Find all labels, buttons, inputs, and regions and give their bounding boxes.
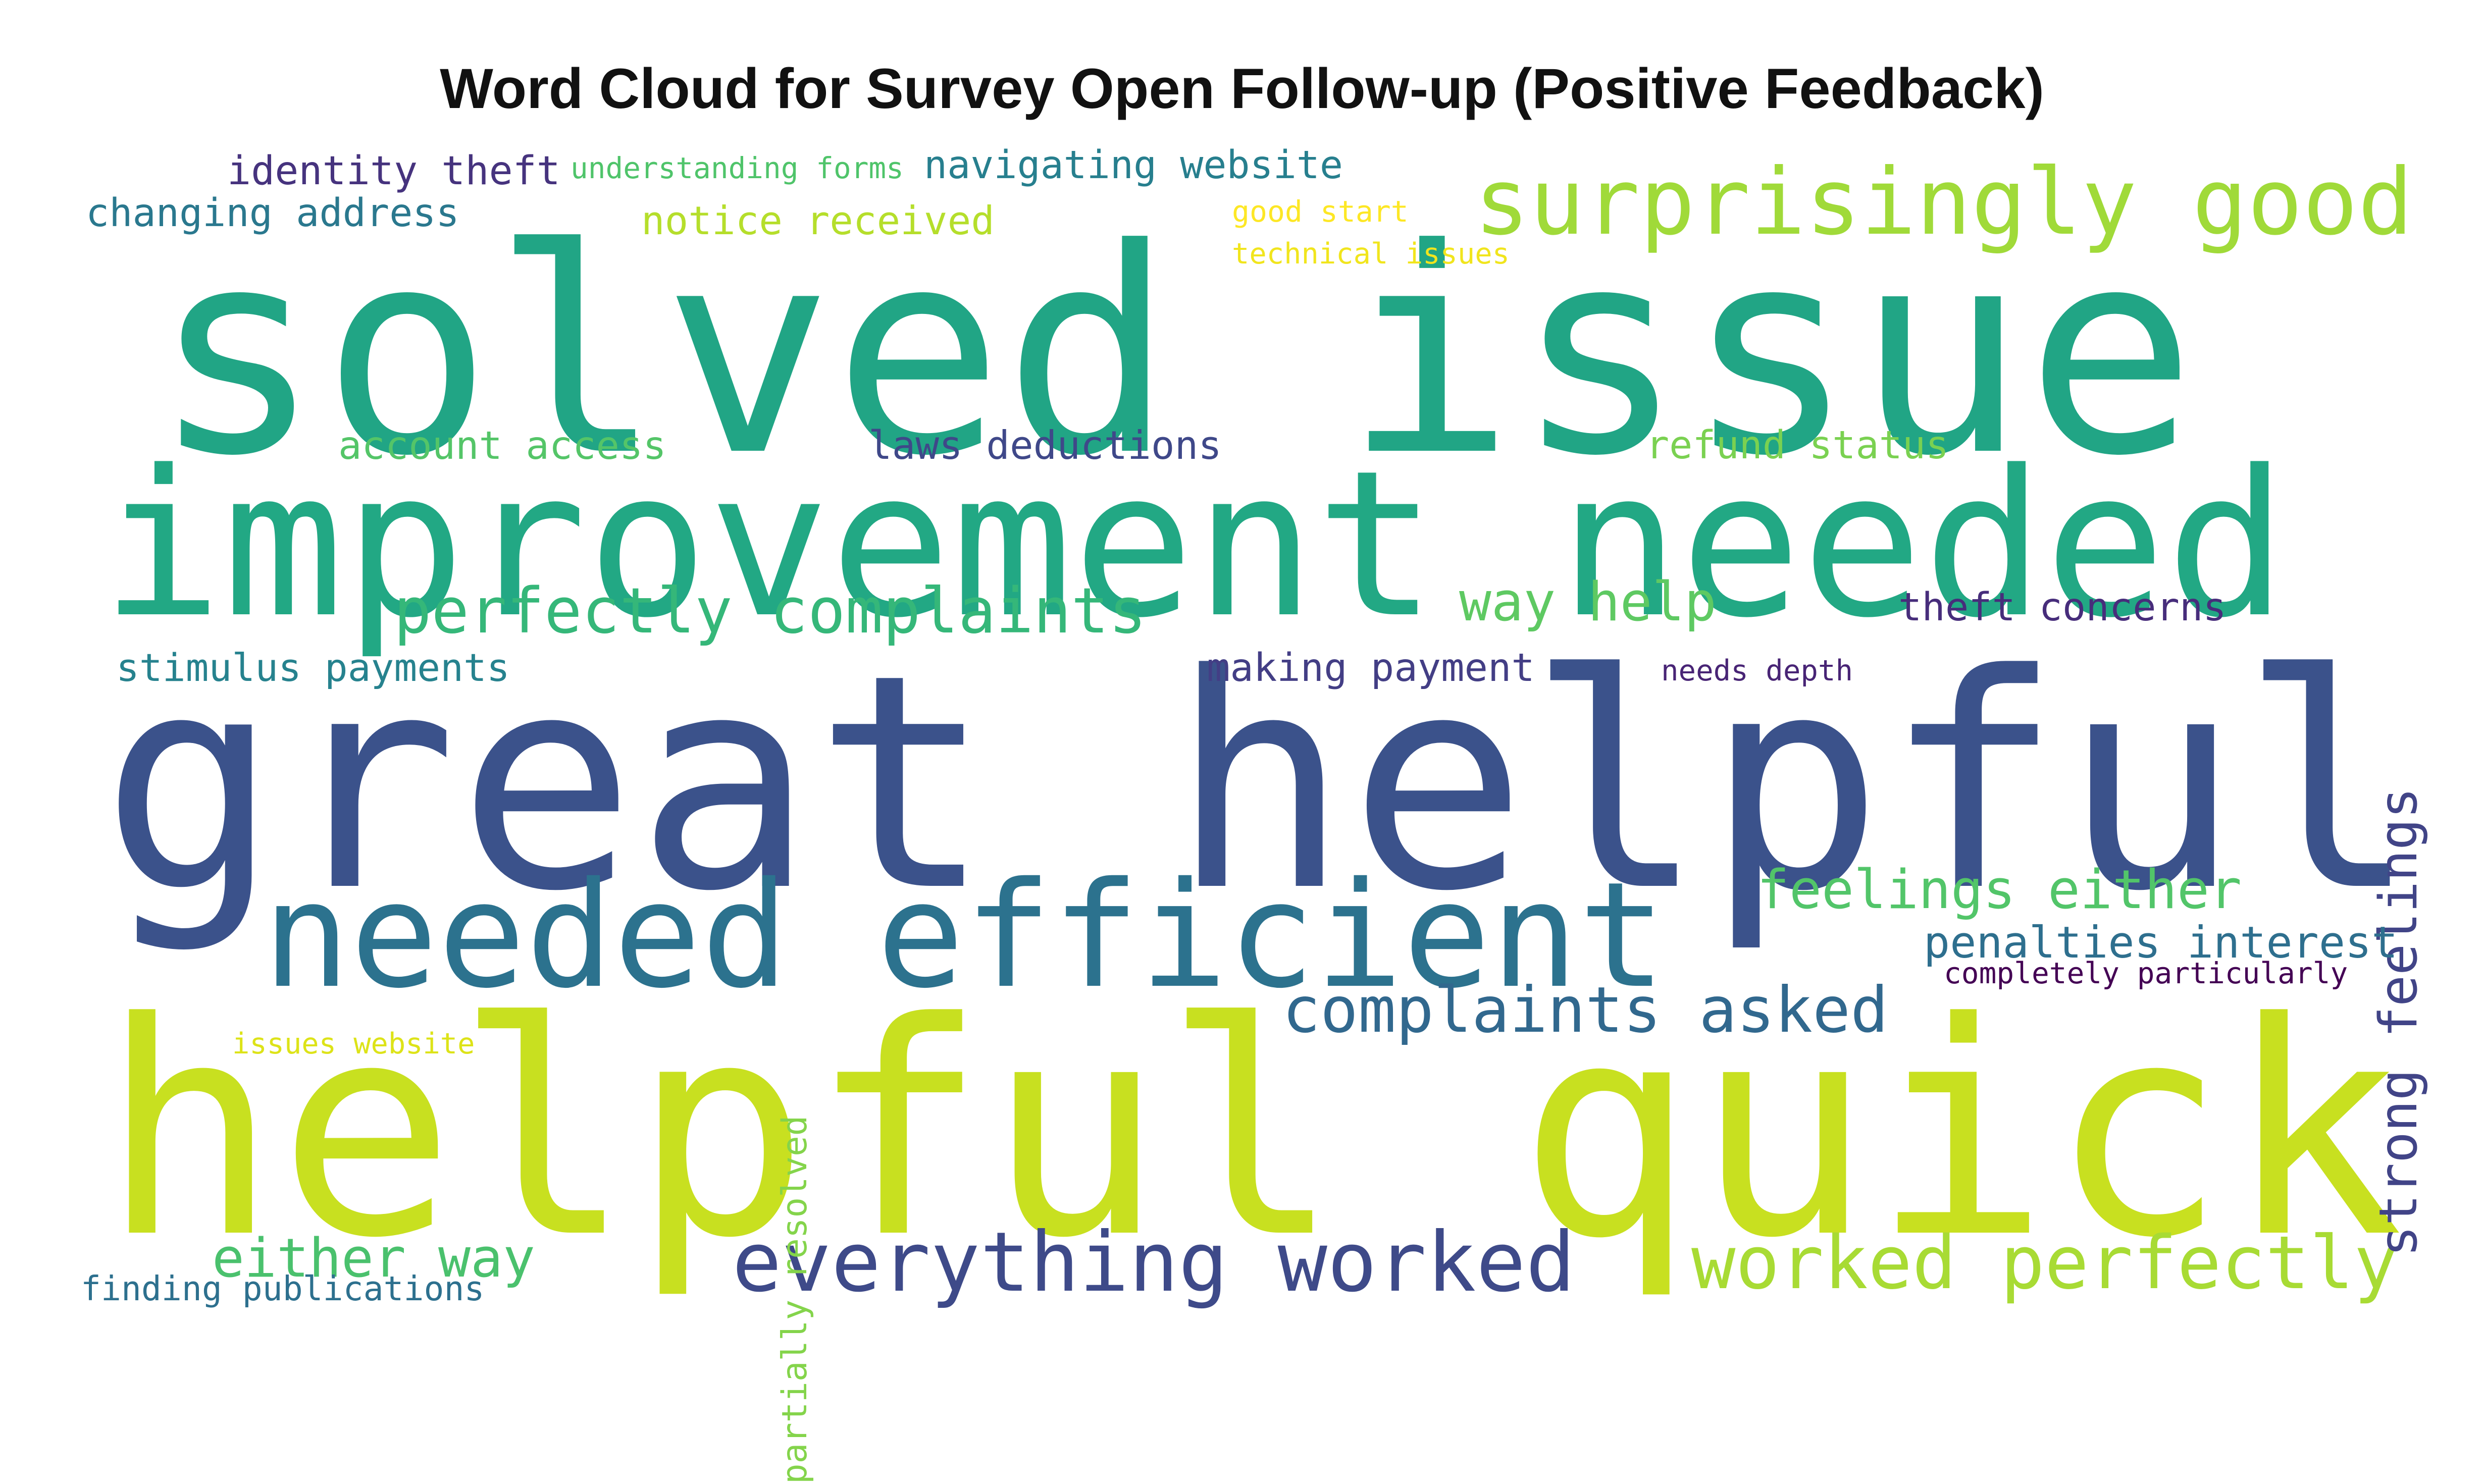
word-cloud-term: feelings either: [1757, 859, 2242, 921]
word-cloud-term: issues website: [232, 1027, 475, 1061]
word-cloud-term: strong feelings: [2368, 787, 2429, 1257]
word-cloud-term: solved issue: [151, 189, 2197, 518]
word-cloud-term: needed efficient: [263, 851, 1667, 1021]
word-cloud-term: laws deductions: [868, 423, 1222, 468]
word-cloud-term: understanding forms: [571, 151, 904, 185]
word-cloud-term: stimulus payments: [116, 645, 510, 690]
word-cloud-term: either way: [212, 1227, 535, 1290]
word-cloud-term: navigating website: [924, 143, 1343, 188]
chart-title: Word Cloud for Survey Open Follow-up (Po…: [440, 57, 2044, 120]
word-cloud-term: helpful quick: [101, 960, 2404, 1302]
word-cloud-term: completely particularly: [1944, 956, 2348, 990]
word-cloud-term: account access: [338, 423, 666, 468]
word-cloud-term: notice received: [641, 198, 995, 244]
word-cloud-term: perfectly complaints: [394, 575, 1147, 648]
word-cloud-term: way help: [1459, 571, 1717, 633]
word-cloud-term: refund status: [1646, 423, 1949, 468]
word-cloud-term: improvement needed: [101, 428, 2288, 662]
word-cloud-term: identity theft: [227, 148, 560, 194]
word-cloud-term: theft concerns: [1898, 585, 2227, 630]
word-cloud-term: good start: [1232, 194, 1409, 229]
word-cloud-term: needs depth: [1661, 654, 1853, 687]
word-cloud-term: changing address: [86, 191, 459, 236]
word-cloud-term: technical issues: [1232, 237, 1510, 271]
word-cloud-term: surprisingly good: [1474, 148, 2413, 255]
word-cloud-term: great helpful: [101, 612, 2419, 956]
word-cloud-term: worked perfectly: [1691, 1221, 2398, 1306]
word-cloud-term: penalties interest: [1924, 918, 2398, 968]
word-cloud-term: everything worked: [732, 1215, 1576, 1310]
word-cloud-chart: Word Cloud for Survey Open Follow-up (Po…: [81, 57, 2429, 1484]
word-cloud-term: making payment: [1207, 645, 1535, 691]
word-cloud-term: finding publications: [81, 1269, 485, 1308]
word-cloud-term: partially resolved: [774, 1115, 814, 1484]
word-cloud-term: complaints asked: [1282, 974, 1889, 1047]
